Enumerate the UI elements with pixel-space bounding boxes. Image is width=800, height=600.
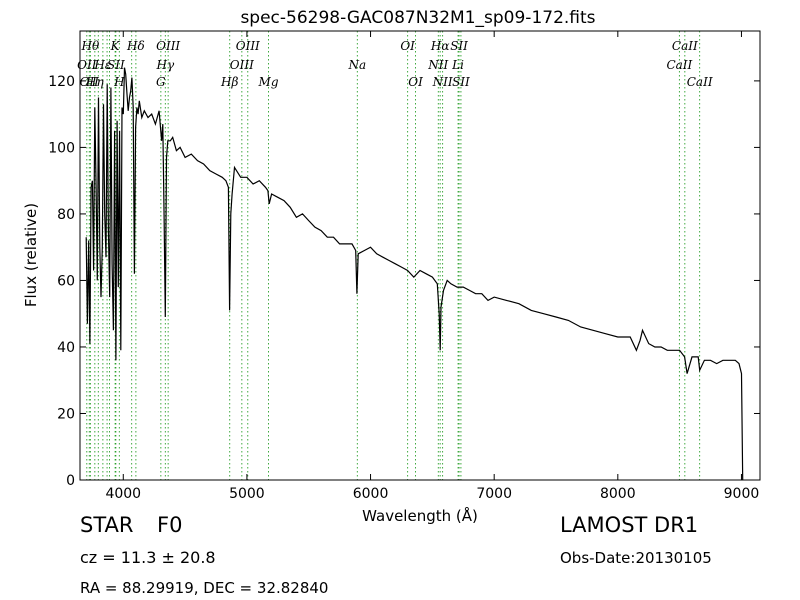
line-marker-label-23: NII	[427, 58, 448, 72]
plot-frame	[79, 30, 761, 481]
y-axis-label: Flux (relative)	[22, 203, 40, 307]
observation-date: Obs-Date:20130105	[560, 549, 712, 567]
line-marker-label-27: SII	[450, 39, 468, 53]
redshift-cz: cz = 11.3 ± 20.8	[80, 548, 216, 567]
line-marker-label-30: CaII	[672, 39, 698, 53]
object-subclass: F0	[157, 513, 183, 537]
line-marker-label-13: G	[156, 75, 166, 89]
y-tick-label-6: 120	[48, 74, 75, 90]
x-tick-label-5: 9000	[724, 486, 760, 502]
x-tick-label-1: 5000	[229, 486, 265, 502]
y-tick-label-4: 80	[57, 207, 75, 223]
line-marker-label-19: Mg	[258, 75, 279, 89]
y-axis-ticks: 0 20 40 60 80 100 120	[48, 74, 760, 489]
line-marker-label-2: Hθ	[81, 39, 100, 53]
x-tick-label-4: 8000	[600, 486, 636, 502]
line-marker-label-26: Li	[451, 58, 464, 72]
line-marker-labels: OII OII Hθ Hη Hε K SII H Hδ G Hγ OIII Hβ OIII OIII Mg Na…	[77, 39, 713, 89]
line-marker-label-22: OI	[408, 75, 423, 89]
line-marker-label-12: Hδ	[126, 39, 145, 53]
line-marker-label-28: SII	[452, 75, 470, 89]
line-marker-label-9: SII	[107, 58, 125, 72]
x-tick-label-2: 6000	[353, 486, 389, 502]
y-tick-label-5: 100	[48, 140, 75, 156]
line-marker-label-15: OIII	[156, 39, 180, 53]
line-marker-label-24: Hα	[430, 39, 450, 53]
y-tick-label-1: 20	[57, 406, 75, 422]
line-marker-label-0: OII	[77, 58, 97, 72]
line-marker-label-1: OII	[80, 75, 100, 89]
line-marker-label-8: K	[110, 39, 121, 53]
line-marker-label-29: CaII	[666, 58, 692, 72]
chart-title: spec-56298-GAC087N32M1_sp09-172.fits	[240, 8, 595, 28]
line-marker-label-17: OIII	[230, 58, 254, 72]
line-marker-label-3: Hη	[85, 75, 104, 89]
spectrum-line	[85, 67, 744, 481]
line-marker-label-5: Hε	[93, 58, 111, 72]
survey-name: LAMOST DR1	[560, 513, 699, 537]
coordinates: RA = 88.29919, DEC = 32.82840	[80, 579, 329, 597]
y-tick-label-3: 60	[57, 273, 75, 289]
line-marker-label-18: OIII	[236, 39, 260, 53]
object-class: STAR	[80, 513, 134, 537]
line-marker-label-20: Na	[347, 58, 366, 72]
line-marker-label-21: OI	[400, 39, 415, 53]
line-marker-label-10: H	[113, 75, 125, 89]
x-axis-label: Wavelength (Å)	[362, 506, 478, 525]
y-tick-label-2: 40	[57, 340, 75, 356]
line-markers	[86, 31, 701, 480]
line-marker-label-16: Hβ	[220, 75, 238, 89]
x-tick-label-0: 4000	[105, 486, 141, 502]
y-tick-label-0: 0	[66, 473, 75, 489]
line-marker-label-31: CaII	[687, 75, 713, 89]
x-axis-ticks: 4000 5000 6000 7000 8000 9000	[105, 31, 759, 502]
line-marker-label-25: NII	[432, 75, 453, 89]
line-marker-label-14: Hγ	[155, 58, 174, 72]
x-tick-label-3: 7000	[476, 486, 512, 502]
